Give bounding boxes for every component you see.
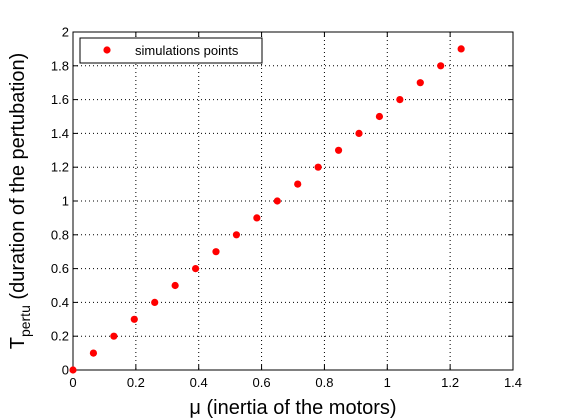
data-point (355, 129, 363, 137)
data-point (171, 281, 179, 290)
x-tick-label: 1 (384, 375, 391, 390)
y-axis-subscript: pertu (17, 305, 33, 337)
x-tick-label: 1.2 (441, 375, 459, 390)
y-tick-label: 0.2 (51, 329, 69, 344)
y-tick-label: 0.4 (51, 295, 69, 310)
data-point (396, 96, 404, 104)
x-tick-label: 0.6 (253, 375, 271, 390)
y-tick-label: 1.4 (51, 126, 69, 141)
data-point (273, 197, 281, 205)
legend-marker (103, 46, 111, 54)
data-point (437, 62, 445, 70)
grid (73, 32, 513, 370)
data-point (212, 248, 220, 256)
x-axis-symbol: μ (189, 397, 201, 419)
y-tick-label: 0 (62, 363, 69, 378)
x-tick-label: 0.8 (315, 375, 333, 390)
data-point (191, 265, 200, 273)
y-axis-text: (duration of the pertubation) (7, 53, 29, 305)
data-point (89, 349, 98, 357)
x-tick-label: 0.2 (127, 375, 145, 390)
legend-box (79, 37, 263, 64)
y-tick-label: 1.2 (51, 160, 69, 175)
x-tick-label: 0 (69, 375, 76, 390)
data-point (69, 366, 77, 374)
y-tick-label: 2 (62, 25, 69, 40)
y-tick-label: 1.8 (51, 58, 69, 73)
data-point (110, 332, 118, 340)
data-point (232, 231, 241, 239)
data-point (253, 214, 261, 222)
data-point (416, 79, 424, 87)
x-tick-label: 1.4 (504, 375, 522, 390)
y-tick-label: 0.6 (51, 261, 69, 276)
legend: simulations points (79, 37, 263, 64)
data-point (294, 180, 302, 188)
data-point (314, 163, 322, 171)
x-axis-text: (inertia of the motors) (201, 397, 397, 419)
x-tick-label: 0.4 (190, 375, 208, 390)
data-point (457, 45, 465, 53)
y-tick-label: 1 (62, 194, 69, 209)
data-point (130, 315, 138, 323)
y-axis-title: Tpertu (duration of the pertubation) (7, 53, 33, 350)
y-tick-label: 0.8 (51, 227, 69, 242)
x-axis-title: μ (inertia of the motors) (189, 397, 396, 419)
plot-frame (72, 31, 514, 371)
y-tick-labels: 0 0.2 0.4 0.6 0.8 1 1.2 1.4 1.6 1.8 2 (51, 25, 69, 378)
y-tick-label: 1.6 (51, 92, 69, 107)
data-point (334, 146, 343, 154)
data-point (375, 112, 384, 121)
y-axis-symbol: T (7, 337, 29, 349)
legend-label: simulations points (135, 43, 239, 58)
data-point (151, 298, 159, 306)
x-tick-labels: 0 0.2 0.4 0.6 0.8 1 1.2 1.4 (69, 375, 522, 390)
data-points (69, 45, 465, 374)
